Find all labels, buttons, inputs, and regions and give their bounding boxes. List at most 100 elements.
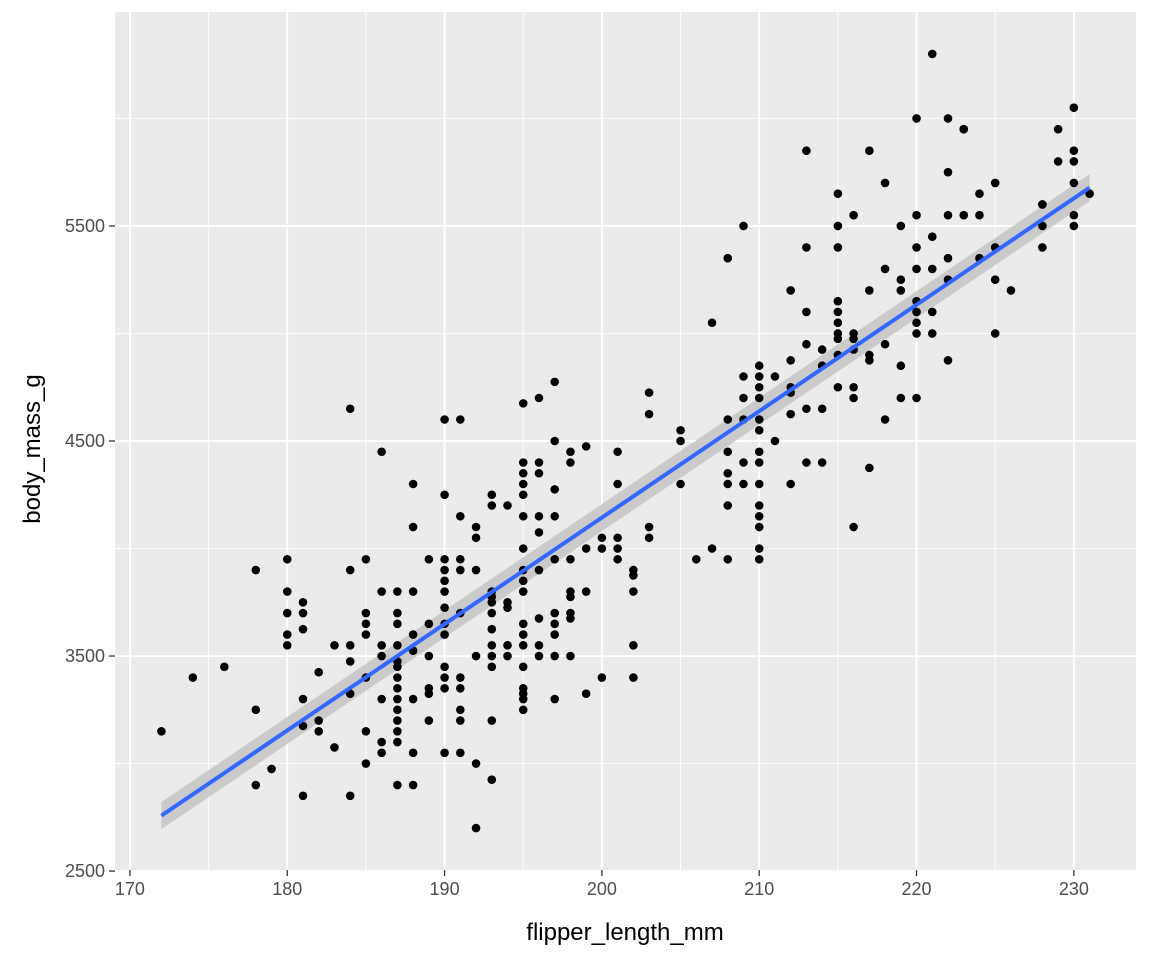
data-point — [393, 640, 402, 650]
data-point — [754, 382, 764, 392]
data-point — [393, 587, 402, 596]
data-point — [550, 485, 560, 494]
data-point — [786, 479, 795, 489]
data-point — [629, 587, 638, 596]
data-point — [377, 587, 386, 596]
y-axis-title: body_mass_g — [19, 374, 46, 523]
data-point — [927, 307, 937, 317]
data-point — [880, 339, 890, 349]
x-tick-label: 180 — [272, 879, 302, 899]
data-point — [865, 463, 874, 473]
data-point — [503, 651, 512, 661]
data-point — [739, 372, 748, 381]
data-point — [1006, 286, 1016, 295]
y-tick-label: 4500 — [65, 431, 105, 451]
data-point — [896, 286, 906, 295]
data-point — [471, 759, 481, 768]
data-point — [518, 640, 528, 650]
data-point — [849, 522, 858, 532]
data-point — [912, 114, 921, 123]
data-point — [833, 221, 843, 231]
data-point — [912, 243, 921, 252]
data-point — [267, 764, 276, 774]
data-point — [566, 651, 575, 661]
data-point — [1069, 178, 1079, 188]
data-point — [1053, 157, 1063, 166]
data-point — [990, 329, 1000, 338]
data-point — [440, 630, 449, 639]
data-point — [408, 587, 418, 596]
data-point — [424, 554, 434, 564]
data-point — [1053, 124, 1063, 134]
data-point — [456, 554, 465, 564]
data-point — [440, 587, 449, 596]
data-point — [487, 597, 497, 607]
data-point — [597, 533, 607, 543]
data-point — [817, 404, 827, 414]
data-point — [440, 576, 449, 586]
data-point — [566, 458, 575, 467]
data-point — [786, 356, 795, 365]
data-point — [833, 189, 843, 199]
data-point — [456, 415, 465, 424]
data-point — [550, 554, 560, 564]
data-point — [644, 409, 654, 419]
data-point — [393, 608, 402, 618]
data-point — [518, 694, 528, 704]
data-point — [723, 253, 733, 263]
x-tick-label: 170 — [115, 879, 145, 899]
data-point — [298, 694, 308, 704]
data-point — [330, 640, 339, 650]
data-point — [361, 759, 371, 768]
data-point — [817, 345, 827, 354]
data-point — [298, 791, 308, 801]
data-point — [833, 334, 843, 344]
data-point — [943, 114, 953, 123]
data-point — [865, 356, 874, 365]
data-point — [912, 264, 921, 274]
data-point — [251, 705, 261, 715]
data-point — [534, 640, 544, 650]
data-point — [676, 425, 685, 435]
data-point — [990, 178, 1000, 188]
data-point — [440, 662, 449, 672]
data-point — [1038, 221, 1047, 231]
data-point — [393, 662, 402, 672]
data-point — [534, 651, 544, 661]
data-point — [408, 630, 418, 639]
data-point — [1069, 103, 1079, 112]
data-point — [298, 624, 308, 634]
data-point — [487, 640, 497, 650]
x-tick-label: 230 — [1059, 879, 1089, 899]
data-point — [282, 640, 292, 650]
data-point — [377, 447, 386, 457]
data-point — [802, 339, 811, 349]
data-point — [518, 468, 528, 478]
data-point — [770, 436, 780, 446]
data-point — [534, 458, 544, 467]
data-point — [361, 727, 371, 736]
data-point — [408, 479, 418, 489]
data-point — [424, 651, 434, 661]
data-point — [723, 479, 733, 489]
data-point — [393, 737, 402, 747]
data-point — [534, 393, 544, 403]
data-point — [393, 716, 402, 725]
data-point — [723, 501, 733, 510]
data-point — [865, 286, 874, 295]
data-point — [282, 554, 292, 564]
data-point — [943, 167, 953, 177]
data-point — [754, 511, 764, 521]
data-points — [157, 49, 1094, 833]
data-point — [220, 662, 229, 672]
data-point — [581, 689, 591, 698]
data-point — [629, 673, 638, 682]
data-point — [550, 651, 560, 661]
data-point — [802, 243, 811, 252]
data-point — [880, 264, 890, 274]
data-point — [754, 458, 764, 467]
x-tick-label: 210 — [744, 879, 774, 899]
data-point — [440, 683, 449, 693]
data-point — [802, 146, 811, 155]
